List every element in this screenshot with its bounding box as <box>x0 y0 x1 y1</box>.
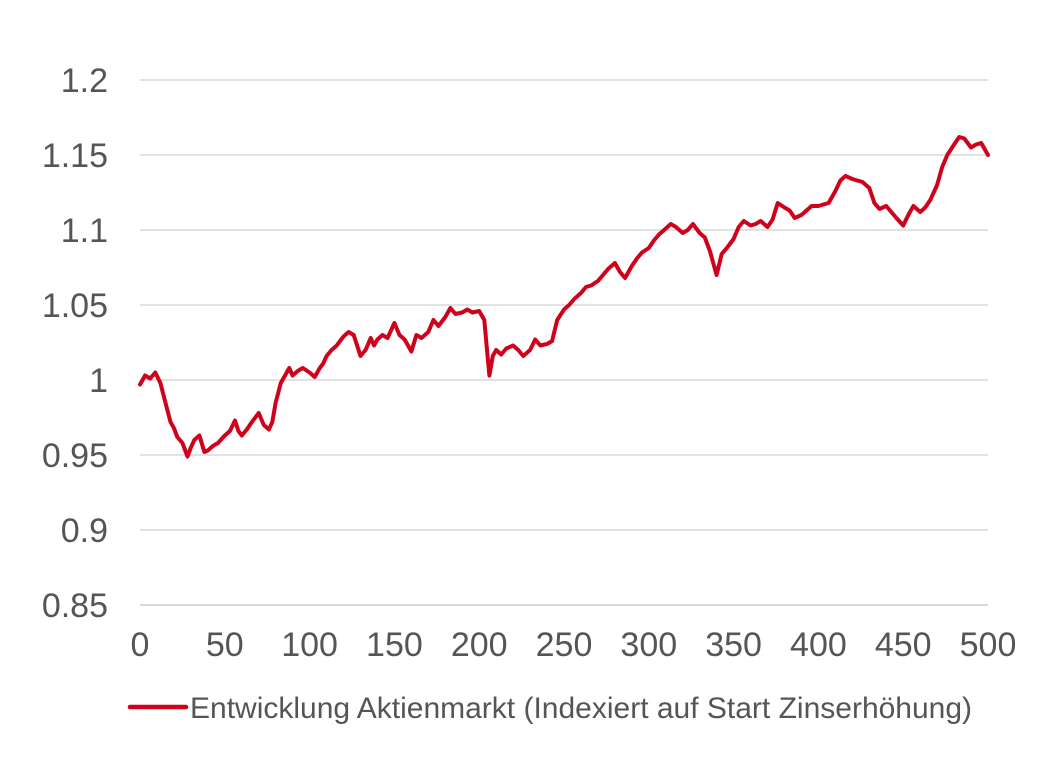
x-tick-label: 150 <box>366 626 423 664</box>
series-line <box>138 135 990 459</box>
y-tick-label: 0.9 <box>61 512 108 550</box>
x-tick-label: 450 <box>875 626 932 664</box>
x-tick-label: 200 <box>451 626 508 664</box>
x-tick-label: 500 <box>960 626 1017 664</box>
x-tick-label: 50 <box>206 626 244 664</box>
series-layer <box>138 135 990 459</box>
gridlines <box>140 79 988 606</box>
y-tick-label: 1.15 <box>42 137 108 175</box>
x-tick-label: 250 <box>536 626 593 664</box>
y-tick-label: 1.05 <box>42 287 108 325</box>
y-tick-label: 1.1 <box>61 212 108 250</box>
y-tick-label: 0.95 <box>42 437 108 475</box>
x-tick-label: 400 <box>790 626 847 664</box>
y-tick-label: 1.2 <box>61 62 108 100</box>
y-tick-label: 1 <box>89 362 108 400</box>
x-tick-label: 350 <box>705 626 762 664</box>
y-tick-label: 0.85 <box>42 587 108 625</box>
x-tick-label: 0 <box>131 626 150 664</box>
legend-label: Entwicklung Aktienmarkt (Indexiert auf S… <box>190 692 972 725</box>
legend: Entwicklung Aktienmarkt (Indexiert auf S… <box>127 692 972 725</box>
y-axis-ticks: 0.85 0.9 0.95 1 1.05 1.1 1.15 1.2 <box>42 62 108 625</box>
x-axis-ticks: 0 50 100 150 200 250 300 350 400 450 500 <box>131 626 1017 664</box>
x-tick-label: 300 <box>620 626 677 664</box>
x-tick-label: 100 <box>281 626 338 664</box>
